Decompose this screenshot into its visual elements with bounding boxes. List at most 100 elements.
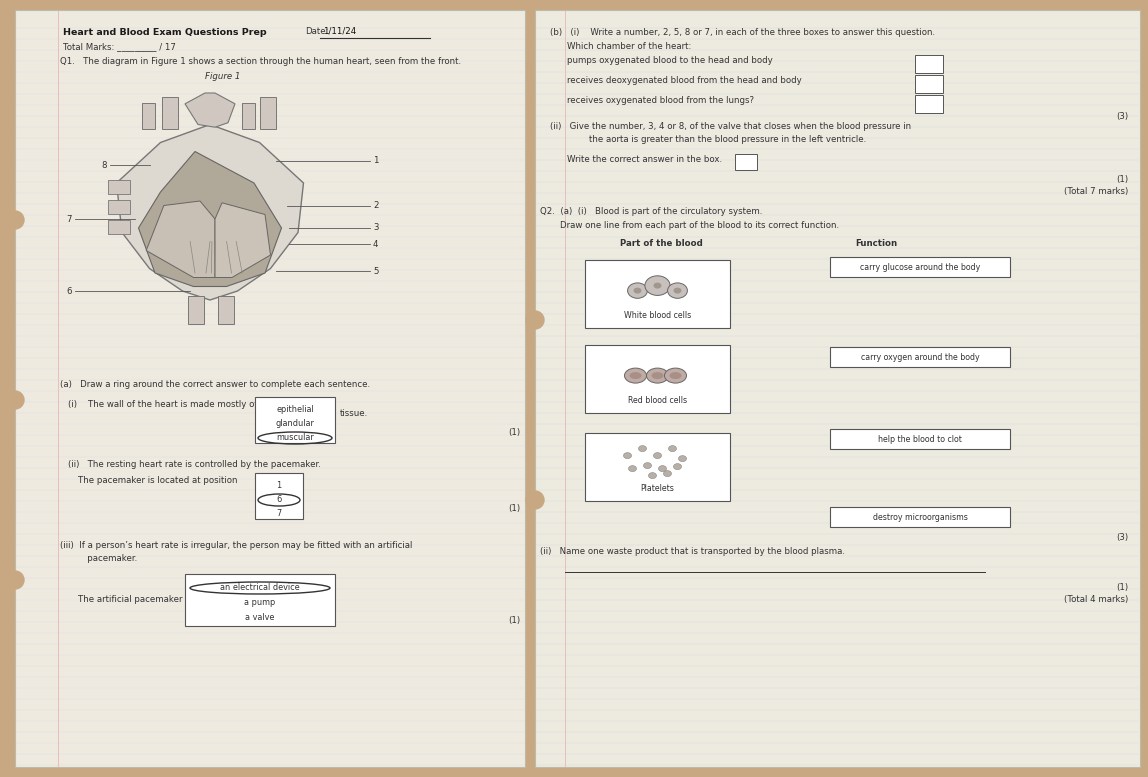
Text: (Total 4 marks): (Total 4 marks) — [1064, 595, 1128, 604]
Ellipse shape — [674, 287, 682, 294]
Text: 1: 1 — [373, 156, 379, 165]
Text: a valve: a valve — [246, 613, 274, 622]
Bar — [188, 295, 204, 323]
Bar — [259, 96, 276, 128]
Bar — [108, 220, 130, 234]
Text: glandular: glandular — [276, 419, 315, 428]
Circle shape — [6, 211, 24, 229]
Text: muscular: muscular — [277, 433, 313, 442]
Ellipse shape — [628, 465, 636, 472]
Text: receives deoxygenated blood from the head and body: receives deoxygenated blood from the hea… — [567, 76, 801, 85]
Ellipse shape — [664, 471, 672, 476]
Text: (ii)   Give the number, 3, 4 or 8, of the valve that closes when the blood press: (ii) Give the number, 3, 4 or 8, of the … — [550, 122, 912, 131]
Ellipse shape — [625, 368, 646, 383]
Text: 1: 1 — [277, 481, 281, 490]
Ellipse shape — [644, 462, 652, 469]
Bar — [108, 180, 130, 194]
Text: receives oxygenated blood from the lungs?: receives oxygenated blood from the lungs… — [567, 96, 754, 105]
Bar — [830, 429, 1010, 449]
Bar — [108, 200, 130, 214]
Ellipse shape — [623, 452, 631, 458]
Bar — [830, 347, 1010, 367]
Text: 1/11/24: 1/11/24 — [323, 27, 356, 36]
Text: (1): (1) — [507, 616, 520, 625]
Text: (3): (3) — [1116, 112, 1128, 121]
Text: (Total 7 marks): (Total 7 marks) — [1064, 187, 1128, 196]
Text: (a)   Draw a ring around the correct answer to complete each sentence.: (a) Draw a ring around the correct answe… — [60, 380, 370, 389]
Text: 5: 5 — [373, 267, 379, 276]
Circle shape — [6, 391, 24, 409]
Text: (1): (1) — [1116, 583, 1128, 592]
Bar — [585, 433, 730, 501]
Polygon shape — [215, 203, 271, 277]
Text: The artificial pacemaker is: The artificial pacemaker is — [78, 595, 192, 605]
Text: Draw one line from each part of the blood to its correct function.: Draw one line from each part of the bloo… — [560, 221, 839, 230]
Text: Platelets: Platelets — [641, 484, 674, 493]
Bar — [830, 257, 1010, 277]
Ellipse shape — [653, 283, 661, 288]
Bar — [162, 96, 178, 128]
Text: 6: 6 — [67, 287, 72, 295]
Ellipse shape — [674, 464, 682, 469]
Text: destroy microorganisms: destroy microorganisms — [872, 513, 968, 521]
Bar — [915, 95, 943, 113]
Bar — [735, 154, 757, 170]
Bar — [185, 574, 335, 626]
Text: Figure 1: Figure 1 — [205, 72, 240, 81]
Text: Which chamber of the heart:: Which chamber of the heart: — [567, 42, 691, 51]
Text: (iii)  If a person’s heart rate is irregular, the person may be fitted with an a: (iii) If a person’s heart rate is irregu… — [60, 541, 412, 550]
Text: Part of the blood: Part of the blood — [620, 239, 703, 248]
Text: tissue.: tissue. — [340, 409, 369, 419]
Ellipse shape — [634, 287, 642, 294]
Ellipse shape — [628, 283, 647, 298]
Bar — [830, 507, 1010, 527]
Text: White blood cells: White blood cells — [623, 311, 691, 320]
Text: epithelial: epithelial — [277, 405, 313, 414]
Text: a pump: a pump — [245, 598, 276, 607]
Ellipse shape — [652, 372, 664, 379]
Bar — [255, 397, 335, 443]
Ellipse shape — [638, 445, 646, 451]
Polygon shape — [139, 152, 281, 287]
Text: 8: 8 — [101, 161, 107, 169]
Bar — [585, 345, 730, 413]
Ellipse shape — [678, 455, 687, 462]
Circle shape — [526, 491, 544, 509]
Text: (1): (1) — [507, 504, 520, 513]
Bar — [15, 10, 525, 767]
Ellipse shape — [646, 368, 668, 383]
Text: The pacemaker is located at position: The pacemaker is located at position — [78, 476, 238, 485]
Text: Total Marks: _________ / 17: Total Marks: _________ / 17 — [63, 42, 176, 51]
Bar — [535, 10, 1140, 767]
Polygon shape — [185, 93, 235, 127]
Text: Q2.  (a)  (i)   Blood is part of the circulatory system.: Q2. (a) (i) Blood is part of the circula… — [540, 207, 762, 216]
Text: help the blood to clot: help the blood to clot — [878, 434, 962, 444]
Text: Write the correct answer in the box.: Write the correct answer in the box. — [567, 155, 722, 164]
Text: Red blood cells: Red blood cells — [628, 396, 687, 405]
Text: Date:: Date: — [305, 27, 328, 36]
Text: 3: 3 — [373, 224, 379, 232]
Ellipse shape — [668, 283, 688, 298]
Text: 6: 6 — [277, 495, 281, 504]
Bar — [585, 260, 730, 328]
Ellipse shape — [668, 445, 676, 451]
Text: (1): (1) — [1116, 175, 1128, 184]
Circle shape — [526, 311, 544, 329]
Bar — [142, 103, 155, 128]
Ellipse shape — [649, 472, 657, 479]
Text: (ii)   Name one waste product that is transported by the blood plasma.: (ii) Name one waste product that is tran… — [540, 547, 845, 556]
Circle shape — [6, 571, 24, 589]
Text: Q1.   The diagram in Figure 1 shows a section through the human heart, seen from: Q1. The diagram in Figure 1 shows a sect… — [60, 57, 461, 66]
Text: Heart and Blood Exam Questions Prep: Heart and Blood Exam Questions Prep — [63, 28, 266, 37]
Text: 7: 7 — [277, 509, 281, 518]
Text: (3): (3) — [1116, 533, 1128, 542]
Bar — [242, 103, 255, 128]
Ellipse shape — [665, 368, 687, 383]
Ellipse shape — [669, 372, 682, 379]
Text: an electrical device: an electrical device — [220, 583, 300, 592]
Text: 2: 2 — [373, 201, 379, 210]
Bar — [915, 55, 943, 73]
Text: the aorta is greater than the blood pressure in the left ventricle.: the aorta is greater than the blood pres… — [567, 135, 867, 144]
Polygon shape — [146, 201, 215, 277]
Ellipse shape — [629, 372, 642, 379]
